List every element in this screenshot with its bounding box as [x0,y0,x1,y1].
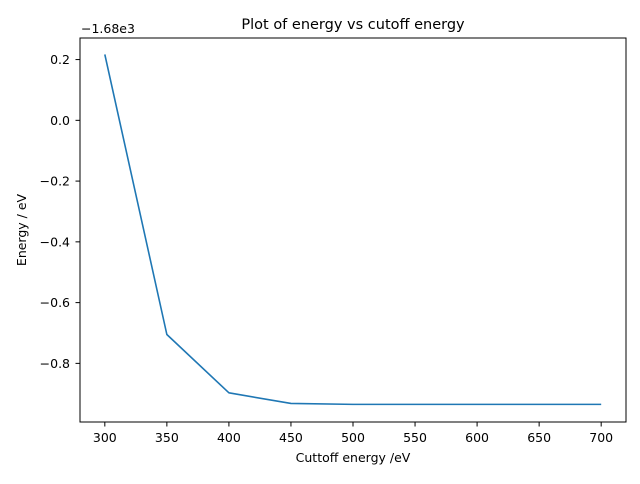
y-axis-label: Energy / eV [14,193,29,266]
x-tick-label: 550 [403,430,427,445]
chart-title: Plot of energy vs cutoff energy [241,17,465,33]
y-tick-label: −0.8 [40,356,70,371]
x-axis-label: Cuttoff energy /eV [296,450,411,465]
x-tick-label: 300 [93,430,117,445]
x-tick-label: 650 [527,430,551,445]
y-axis-offset-label: −1.68e3 [81,21,135,36]
y-tick-label: −0.4 [40,234,70,249]
y-tick-label: 0.0 [50,113,70,128]
x-tick-label: 350 [155,430,179,445]
y-tick-label: 0.2 [50,52,70,67]
x-tick-label: 450 [279,430,303,445]
y-tick-label: −0.2 [40,174,70,189]
x-tick-label: 700 [589,430,613,445]
x-tick-label: 400 [217,430,241,445]
y-tick-label: −0.6 [40,295,70,310]
x-tick-label: 600 [465,430,489,445]
x-tick-label: 500 [341,430,365,445]
